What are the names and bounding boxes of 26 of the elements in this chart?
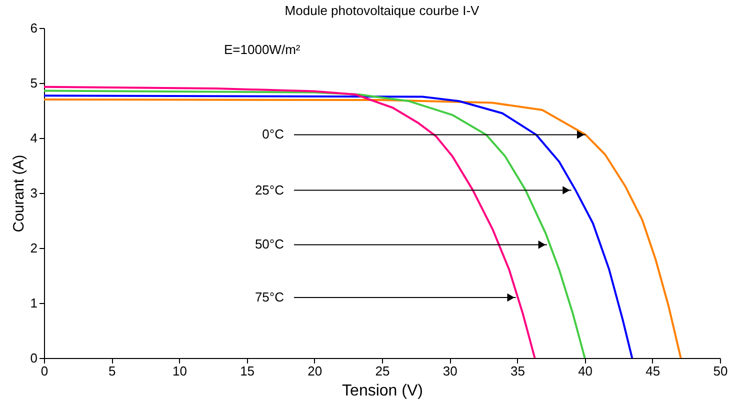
y-tick-label: 6 bbox=[30, 20, 38, 36]
y-tick-label: 3 bbox=[30, 186, 38, 200]
x-tick-label: 40 bbox=[578, 364, 593, 378]
y-tick-label: 2 bbox=[30, 240, 38, 256]
x-tick-label: 50 bbox=[713, 364, 728, 378]
x-tick-label: 5 bbox=[108, 364, 116, 378]
x-tick-label: 30 bbox=[442, 364, 458, 378]
x-tick-label: 15 bbox=[240, 364, 255, 378]
annotation: 0°C bbox=[262, 126, 284, 142]
x-tick-label: 10 bbox=[172, 364, 187, 378]
y-tick-label: 0 bbox=[30, 350, 38, 366]
x-tick-label: 25 bbox=[375, 364, 390, 378]
y-tick-label: 4 bbox=[30, 130, 38, 146]
annotation: E=1000W/m² bbox=[224, 42, 301, 57]
annotation: 75°C bbox=[254, 290, 284, 304]
x-tick-label: 45 bbox=[646, 364, 660, 378]
x-tick-label: 0 bbox=[40, 364, 48, 378]
annotation: 50°C bbox=[254, 236, 284, 252]
chart-title: Module photovoltaique courbe I-V bbox=[284, 3, 480, 18]
x-tick-label: 35 bbox=[510, 364, 525, 378]
y-tick-label: 5 bbox=[30, 76, 38, 90]
x-axis-title: Tension (V) bbox=[342, 382, 423, 400]
x-tick-label: 20 bbox=[308, 364, 322, 378]
annotation: 25°C bbox=[254, 182, 284, 198]
y-tick-label: 1 bbox=[30, 296, 38, 310]
y-axis-title: Courant (A) bbox=[10, 154, 28, 232]
